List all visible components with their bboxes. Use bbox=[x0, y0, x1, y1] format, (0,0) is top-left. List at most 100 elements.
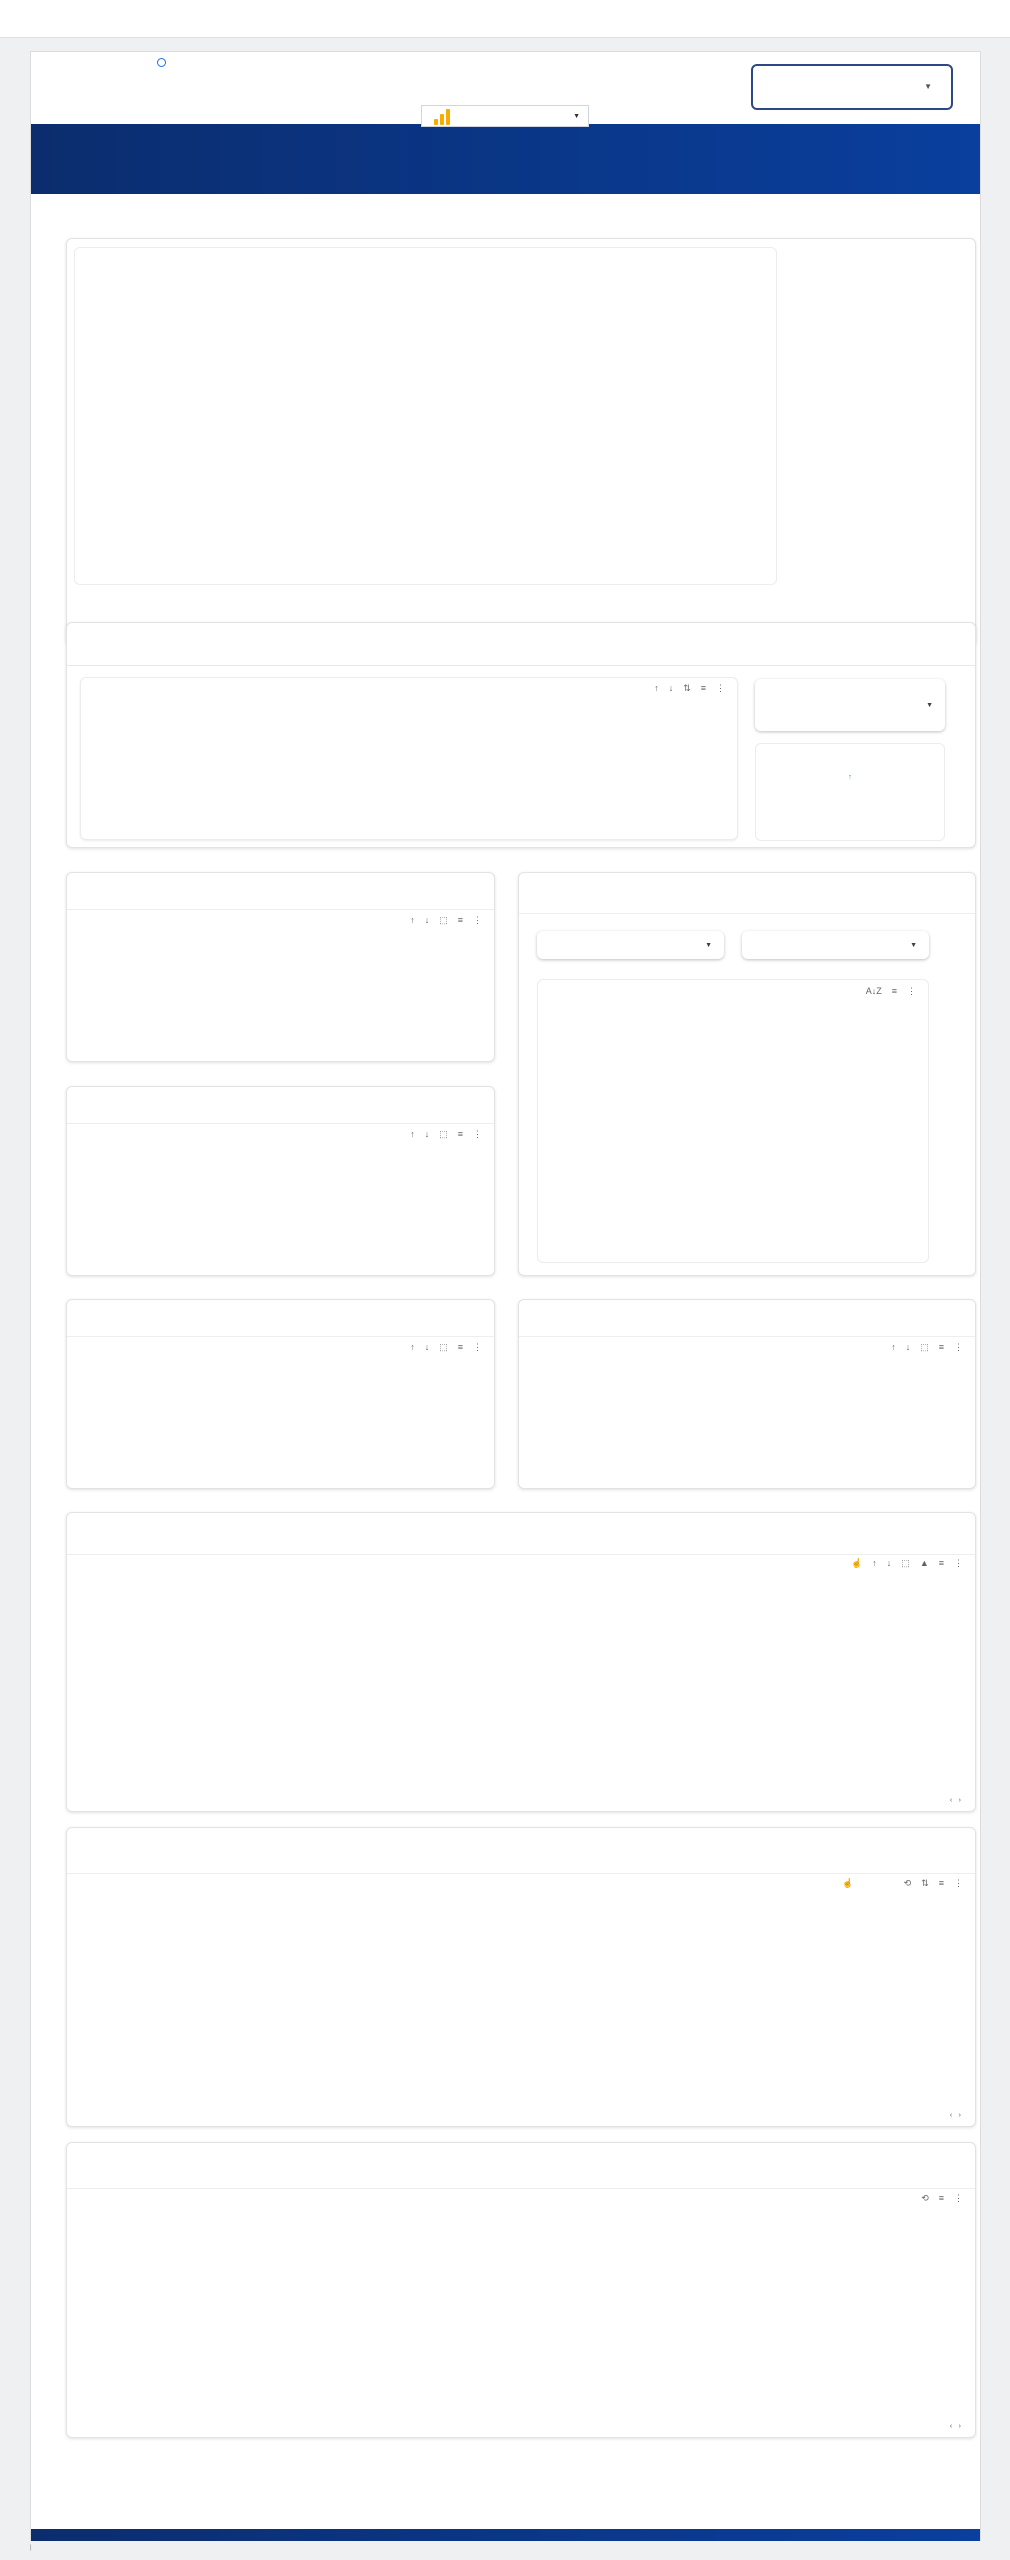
reset-icon[interactable]: ⟲ bbox=[921, 2193, 929, 2203]
purchases-chart-card: ↑ ↓ ⬚ ≡ ⋮ bbox=[66, 1299, 495, 1489]
hand-icon[interactable]: ☝ bbox=[851, 1558, 863, 1568]
divider bbox=[67, 909, 494, 910]
sort-down-icon[interactable]: ↓ bbox=[668, 683, 674, 693]
top10-card: ▼ ▼ A↓Z ≡ ⋮ bbox=[518, 872, 976, 1276]
sort-az-icon[interactable]: A↓Z bbox=[865, 986, 882, 996]
top10-metric-selector[interactable]: ▼ bbox=[537, 931, 724, 959]
filter-icon[interactable]: ≡ bbox=[891, 986, 897, 996]
more-icon[interactable]: ⋮ bbox=[473, 1129, 482, 1139]
more-icon[interactable]: ⋮ bbox=[954, 1558, 963, 1568]
sort-up-icon[interactable]: ↑ bbox=[872, 1558, 877, 1568]
divider bbox=[519, 913, 975, 914]
prev-page-icon[interactable]: ‹ bbox=[949, 2110, 953, 2119]
sort-up-icon[interactable]: ↑ bbox=[410, 1342, 415, 1352]
sort-down-icon[interactable]: ↓ bbox=[424, 915, 430, 925]
sort-up-icon[interactable]: ↑ bbox=[410, 915, 415, 925]
more-icon[interactable]: ⋮ bbox=[954, 2193, 963, 2203]
top10-dimension-selector[interactable]: ▼ bbox=[742, 931, 929, 959]
top10-chart-panel: A↓Z ≡ ⋮ bbox=[537, 979, 929, 1263]
chevron-down-icon: ▼ bbox=[573, 113, 580, 120]
divider bbox=[519, 1336, 975, 1337]
hand-icon[interactable]: ☝ bbox=[842, 1878, 854, 1888]
chevron-down-icon: ▼ bbox=[910, 941, 917, 949]
more-icon[interactable]: ⋮ bbox=[473, 1342, 482, 1352]
divider bbox=[67, 2188, 975, 2189]
chart-toolbar: ↑ ↓ ⬚ ≡ ⋮ bbox=[410, 1129, 482, 1140]
trending-card: ↑ ↓ ⇅ ≡ ⋮ ▼ ↑ bbox=[66, 622, 976, 848]
top10-bar-chart bbox=[538, 980, 928, 1262]
filter-icon[interactable]: ≡ bbox=[938, 2193, 944, 2203]
more-icon[interactable]: ⋮ bbox=[954, 1342, 963, 1352]
filter-icon[interactable]: ≡ bbox=[457, 1129, 463, 1139]
chart-toolbar: ↑ ↓ ⬚ ≡ ⋮ bbox=[410, 915, 482, 926]
filter-icon[interactable]: ≡ bbox=[700, 683, 706, 693]
prev-page-icon[interactable]: ‹ bbox=[949, 2421, 953, 2430]
explore-icon[interactable]: ⬚ bbox=[439, 1129, 448, 1139]
purchase-rate-chart-card: ↑ ↓ ⬚ ≡ ⋮ bbox=[66, 1086, 495, 1276]
warning-icon[interactable]: ▲ bbox=[919, 1558, 929, 1568]
up-arrow-icon: ↑ bbox=[848, 772, 852, 781]
filter-icon[interactable]: ≡ bbox=[938, 1342, 944, 1352]
pages-card: ☝ ⟲ ⇅ ≡ ⋮ ‹ › bbox=[66, 1827, 976, 2127]
filter-icon[interactable]: ≡ bbox=[457, 915, 463, 925]
metric-selector[interactable]: ▼ bbox=[755, 679, 945, 731]
more-icon[interactable]: ⋮ bbox=[473, 915, 482, 925]
engaged-sessions-line-chart bbox=[81, 678, 737, 839]
sort-down-icon[interactable]: ↓ bbox=[905, 1342, 911, 1352]
filter-icon[interactable]: ≡ bbox=[938, 1558, 944, 1568]
avg-duration-line-chart bbox=[519, 1300, 975, 1490]
info-icon[interactable] bbox=[157, 58, 166, 67]
top-navigation bbox=[0, 0, 1010, 38]
filter-icon[interactable]: ≡ bbox=[457, 1342, 463, 1352]
chevron-down-icon: ▼ bbox=[705, 941, 712, 949]
explore-icon[interactable]: ⬚ bbox=[439, 915, 448, 925]
footer-band bbox=[31, 2529, 980, 2541]
products-pager: ‹ › bbox=[946, 2421, 961, 2430]
chart-toolbar: ↑ ↓ ⇅ ≡ ⋮ bbox=[654, 683, 725, 694]
next-page-icon[interactable]: › bbox=[958, 2110, 962, 2119]
pages-pager: ‹ › bbox=[946, 2110, 961, 2119]
report-header: ▼ ▼ bbox=[31, 52, 980, 127]
sort-up-icon[interactable]: ↑ bbox=[891, 1342, 896, 1352]
sort-down-icon[interactable]: ↓ bbox=[424, 1342, 430, 1352]
sort-up-icon[interactable]: ↑ bbox=[410, 1129, 415, 1139]
drill-icon[interactable]: ⇅ bbox=[683, 683, 691, 693]
sort-up-icon[interactable]: ↑ bbox=[654, 683, 659, 693]
explore-icon[interactable]: ⬚ bbox=[920, 1342, 929, 1352]
funnel-panel bbox=[74, 247, 777, 585]
engaged-sessions-chart-panel: ↑ ↓ ⇅ ≡ ⋮ bbox=[80, 677, 738, 840]
divider bbox=[67, 1554, 975, 1555]
trending-kpi: ↑ bbox=[755, 743, 945, 841]
explore-icon[interactable]: ⬚ bbox=[439, 1342, 448, 1352]
chevron-down-icon: ▼ bbox=[924, 82, 933, 91]
divider bbox=[67, 1336, 494, 1337]
more-icon[interactable]: ⋮ bbox=[954, 1878, 963, 1888]
chart-toolbar: ↑ ↓ ⬚ ≡ ⋮ bbox=[891, 1342, 963, 1353]
date-range-picker[interactable]: ▼ bbox=[751, 64, 953, 110]
chevron-down-icon: ▼ bbox=[926, 701, 933, 709]
more-icon[interactable]: ⋮ bbox=[716, 683, 725, 693]
traffic-pager: ‹ › bbox=[946, 1795, 961, 1804]
footer-note: | bbox=[30, 2545, 32, 2551]
more-icon[interactable]: ⋮ bbox=[907, 986, 916, 996]
next-page-icon[interactable]: › bbox=[958, 1795, 962, 1804]
sort-down-icon[interactable]: ↓ bbox=[424, 1129, 430, 1139]
chart-toolbar: ↑ ↓ ⬚ ≡ ⋮ bbox=[410, 1342, 482, 1353]
data-source-selector[interactable]: ▼ bbox=[421, 105, 589, 127]
sort-down-icon[interactable]: ↓ bbox=[886, 1558, 892, 1568]
table-toolbar: ☝ ↑ ↓ ⬚ ▲ ≡ ⋮ bbox=[851, 1558, 963, 1569]
chart-toolbar: A↓Z ≡ ⋮ bbox=[866, 986, 916, 997]
explore-icon[interactable]: ⬚ bbox=[901, 1558, 910, 1568]
avg-duration-chart-card: ↑ ↓ ⬚ ≡ ⋮ bbox=[518, 1299, 976, 1489]
prev-page-icon[interactable]: ‹ bbox=[949, 1795, 953, 1804]
next-page-icon[interactable]: › bbox=[958, 2421, 962, 2430]
table-toolbar: ☝ ⟲ ⇅ ≡ ⋮ bbox=[842, 1878, 963, 1889]
funnel-card bbox=[66, 238, 976, 646]
purchases-line-chart bbox=[67, 1300, 494, 1490]
divider bbox=[67, 1873, 975, 1874]
revenue-chart-card: ↑ ↓ ⬚ ≡ ⋮ bbox=[66, 872, 495, 1062]
reset-icon[interactable]: ⟲ bbox=[903, 1878, 912, 1888]
filter-icon[interactable]: ≡ bbox=[938, 1878, 944, 1888]
divider bbox=[67, 665, 975, 666]
drill-icon[interactable]: ⇅ bbox=[921, 1878, 929, 1888]
